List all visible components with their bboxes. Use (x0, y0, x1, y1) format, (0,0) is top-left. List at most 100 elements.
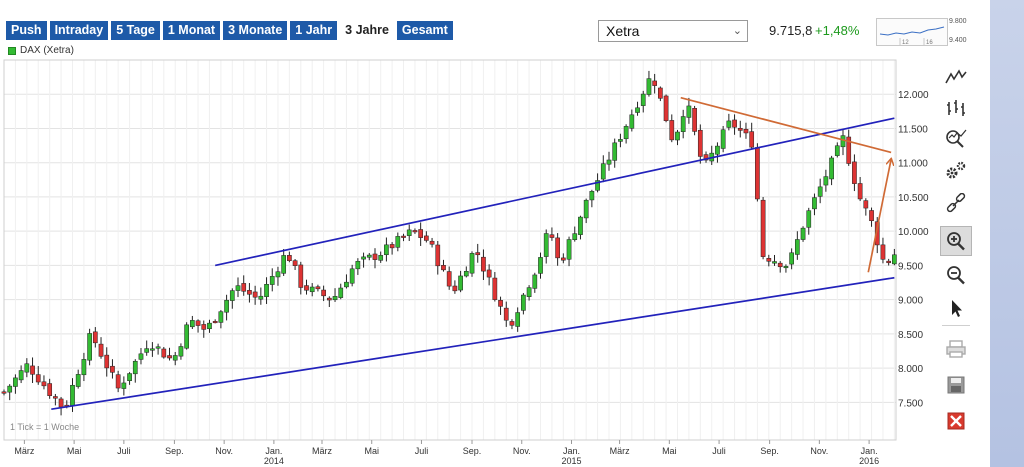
zoom-out-tool[interactable] (940, 260, 972, 290)
candle-up (612, 142, 618, 161)
tab-push[interactable]: Push (6, 21, 47, 40)
y-tick-label: 11.000 (898, 159, 928, 170)
candle-down (743, 128, 749, 134)
candle-down (104, 354, 110, 369)
x-tick-label: Nov. (215, 446, 233, 456)
exchange-select[interactable]: Xetra ⌄ (598, 20, 748, 42)
candle-down (315, 286, 321, 290)
x-year-label: 2015 (561, 456, 581, 466)
magnify-chart-icon (946, 129, 967, 148)
y-tick-label: 12.000 (898, 90, 929, 101)
pointer-tool[interactable] (940, 293, 972, 323)
candle-down (321, 289, 326, 297)
candle-up (235, 285, 241, 291)
chart-type-tool[interactable] (940, 124, 972, 154)
line-chart-tool[interactable] (940, 62, 972, 92)
plot-frame (3, 59, 897, 441)
candle-up (121, 382, 127, 389)
candle-up (783, 266, 789, 269)
x-tick-label: Jan. (563, 446, 580, 456)
tab-3-monate[interactable]: 3 Monate (223, 21, 288, 40)
tab-1-monat[interactable]: 1 Monat (162, 21, 221, 40)
delete-x-icon (947, 412, 965, 430)
candle-up (18, 370, 24, 381)
candle-down (389, 244, 395, 249)
candle-down (732, 119, 737, 128)
candle-up (794, 239, 800, 255)
candle-up (458, 275, 463, 291)
tab-5-tage[interactable]: 5 Tage (111, 21, 160, 40)
x-tick-label: Sep. (760, 446, 779, 456)
candle-down (560, 257, 566, 261)
x-tick-label: Juli (117, 446, 131, 456)
candle-down (247, 290, 252, 295)
candle-up (258, 295, 264, 300)
candle-up (595, 180, 600, 191)
candle-down (760, 199, 766, 257)
delete-tool[interactable] (940, 406, 972, 436)
candle-up (349, 268, 355, 284)
candle-down (863, 200, 869, 209)
tick-footnote: 1 Tick = 1 Woche (10, 422, 79, 432)
y-tick-label: 8.000 (898, 364, 923, 375)
chevron-down-icon: ⌄ (732, 25, 742, 37)
tab-intraday[interactable]: Intraday (49, 21, 109, 40)
candle-up (378, 255, 384, 261)
candle-up (600, 163, 606, 180)
save-tool[interactable] (940, 370, 972, 400)
candle-down (47, 383, 53, 396)
candle-up (178, 346, 184, 357)
candle-up (635, 107, 640, 113)
candle-down (41, 381, 47, 387)
candle-up (806, 210, 812, 228)
tab-gesamt[interactable]: Gesamt (396, 21, 453, 40)
ohlc-chart-tool[interactable] (940, 93, 972, 123)
y-axis: 7.500 8.000 8.500 9.000 9.500 10.000 10.500 11.… (898, 90, 929, 409)
y-tick-label: 11.500 (898, 124, 928, 135)
candle-down (201, 324, 207, 330)
candle-down (412, 230, 418, 233)
candle-down (692, 108, 697, 132)
x-tick-label: Sep. (165, 446, 184, 456)
candle-up (172, 355, 178, 361)
tab-1-jahr[interactable]: 1 Jahr (290, 21, 338, 40)
mini-chart-line (879, 26, 945, 36)
candle-down (441, 265, 446, 271)
candle-down (503, 307, 509, 321)
candle-down (857, 183, 863, 200)
settings-tool[interactable] (940, 155, 972, 185)
candle-up (70, 384, 75, 406)
candle-up (309, 286, 315, 293)
x-year-label: 2014 (264, 456, 284, 466)
x-tick-label: März (14, 446, 34, 456)
chart-grid (3, 59, 897, 441)
link-tool[interactable] (940, 188, 972, 218)
candle-down (167, 355, 172, 359)
candle-down (452, 285, 458, 292)
price-chart[interactable]: 7.500 8.000 8.500 9.000 9.500 10.000 10.500 11.… (0, 56, 940, 467)
candle-up (184, 324, 189, 349)
trendlines (51, 96, 894, 411)
tab-3-jahre[interactable]: 3 Jahre (340, 21, 394, 40)
candle-up (229, 290, 235, 301)
candle-down (298, 264, 304, 288)
floppy-disk-icon (947, 376, 965, 394)
candle-up (675, 131, 680, 141)
candle-up (566, 239, 572, 260)
candle-down (697, 129, 703, 157)
x-tick-label: März (312, 446, 332, 456)
candle-down (766, 258, 772, 262)
candle-down (161, 348, 167, 358)
candle-up (578, 216, 583, 235)
price-value: 9.715,8 (769, 23, 813, 38)
mini-chart[interactable]: 12 16 (876, 18, 948, 46)
candle-up (338, 287, 344, 298)
candle-down (749, 131, 755, 148)
print-tool[interactable] (940, 334, 972, 364)
zoom-in-tool[interactable] (940, 226, 972, 256)
candle-up (840, 135, 846, 148)
gear-icon (946, 161, 966, 179)
candle-up (521, 294, 526, 311)
x-tick-label: Jan. (265, 446, 282, 456)
